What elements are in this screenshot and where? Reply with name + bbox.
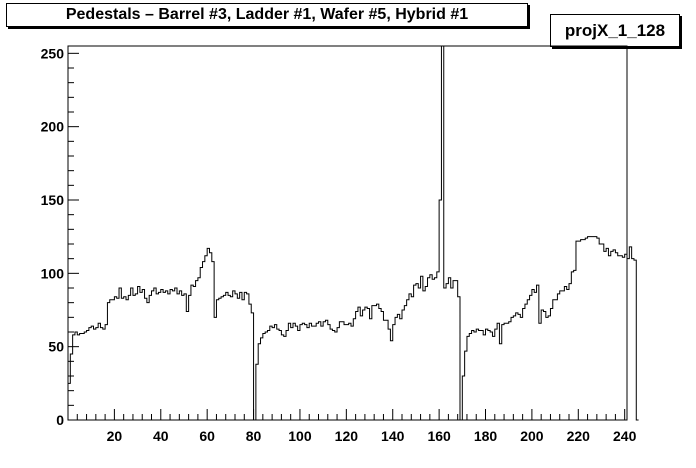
y-tick-label: 100 [41,265,65,281]
x-tick-label: 180 [474,428,498,444]
x-tick-label: 240 [613,428,637,444]
x-tick-label: 100 [288,428,312,444]
x-tick-label: 60 [199,428,215,444]
histogram-step-line [67,45,639,421]
x-tick-label: 220 [567,428,591,444]
x-tick-label: 20 [107,428,123,444]
y-tick-label: 0 [56,412,64,428]
x-tick-label: 200 [520,428,544,444]
y-tick-label: 150 [41,192,65,208]
y-tick-label: 50 [48,339,64,355]
y-tick-label: 200 [41,119,65,135]
x-tick-label: 80 [246,428,262,444]
x-tick-label: 140 [381,428,405,444]
x-tick-label: 120 [335,428,359,444]
y-tick-label: 250 [41,45,65,61]
plot-frame [67,45,628,421]
x-tick-label: 160 [427,428,451,444]
x-tick-label: 40 [153,428,169,444]
chart-title: Pedestals – Barrel #3, Ladder #1, Wafer … [6,3,528,27]
